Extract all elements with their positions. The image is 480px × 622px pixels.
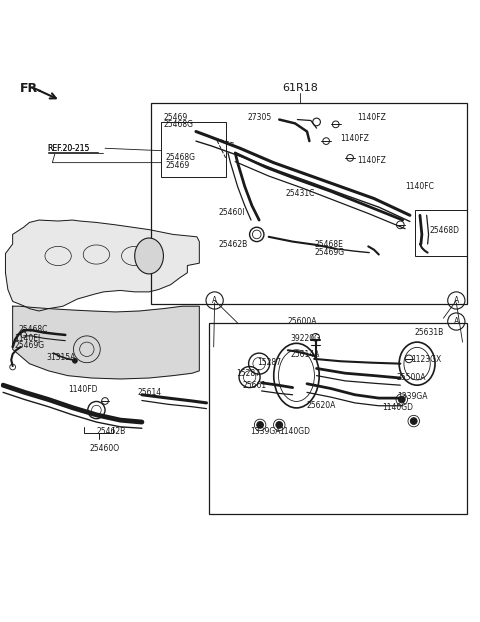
Text: 25462B: 25462B [218,241,248,249]
Text: 25469G: 25469G [314,248,344,257]
Circle shape [398,396,405,403]
Text: 1140EJ: 1140EJ [14,334,40,343]
Text: 25462B: 25462B [96,427,126,436]
Text: FR.: FR. [20,82,43,95]
Text: 1140FZ: 1140FZ [357,156,386,165]
Text: 25600A: 25600A [288,317,317,326]
Ellipse shape [135,238,163,274]
Text: A: A [454,317,459,326]
Text: 1140GD: 1140GD [279,427,310,436]
Text: REF.20-215: REF.20-215 [48,144,90,153]
Text: 1339GA: 1339GA [251,427,281,436]
Bar [161,122,226,177]
Circle shape [257,422,264,429]
Text: 1140FZ: 1140FZ [340,134,370,143]
Bar [152,103,468,304]
Text: A: A [454,296,459,305]
Text: 25468C: 25468C [19,325,48,333]
Text: 25469: 25469 [166,160,190,170]
Bar [415,210,468,256]
Text: 1140FD: 1140FD [69,386,98,394]
Circle shape [410,418,417,424]
Polygon shape [5,220,199,311]
Text: 1140FZ: 1140FZ [357,113,386,122]
Text: 25468E: 25468E [314,241,343,249]
Text: 61R18: 61R18 [282,83,318,93]
Text: 25468G: 25468G [163,120,193,129]
Text: 25631B: 25631B [415,328,444,337]
Text: 25614A: 25614A [290,350,320,358]
Text: 1140FC: 1140FC [405,182,434,191]
Text: 1123GX: 1123GX [411,355,442,364]
Text: 25468D: 25468D [429,226,459,235]
Text: REF.20-215: REF.20-215 [48,144,90,153]
Text: 39220G: 39220G [290,334,320,343]
Text: 25431C: 25431C [286,189,315,198]
Text: 25460O: 25460O [89,444,120,453]
Text: 25661: 25661 [242,381,266,390]
Text: 15287: 15287 [237,369,261,378]
Text: 25469: 25469 [163,113,188,122]
Text: 15287: 15287 [257,358,281,367]
Text: 25460I: 25460I [218,208,245,217]
Text: 1140GD: 1140GD [383,403,414,412]
Text: 1339GA: 1339GA [397,392,428,401]
Text: 25620A: 25620A [306,401,336,410]
Text: A: A [212,296,217,305]
Text: 25469G: 25469G [14,341,44,350]
Text: 27305: 27305 [247,113,271,122]
Polygon shape [12,306,199,379]
Text: 25468G: 25468G [166,154,196,162]
Circle shape [276,422,283,429]
Text: 31315A: 31315A [46,353,75,362]
Text: 25614: 25614 [137,388,161,397]
Circle shape [72,358,77,363]
Bar [209,323,468,514]
Text: 25500A: 25500A [397,373,427,381]
